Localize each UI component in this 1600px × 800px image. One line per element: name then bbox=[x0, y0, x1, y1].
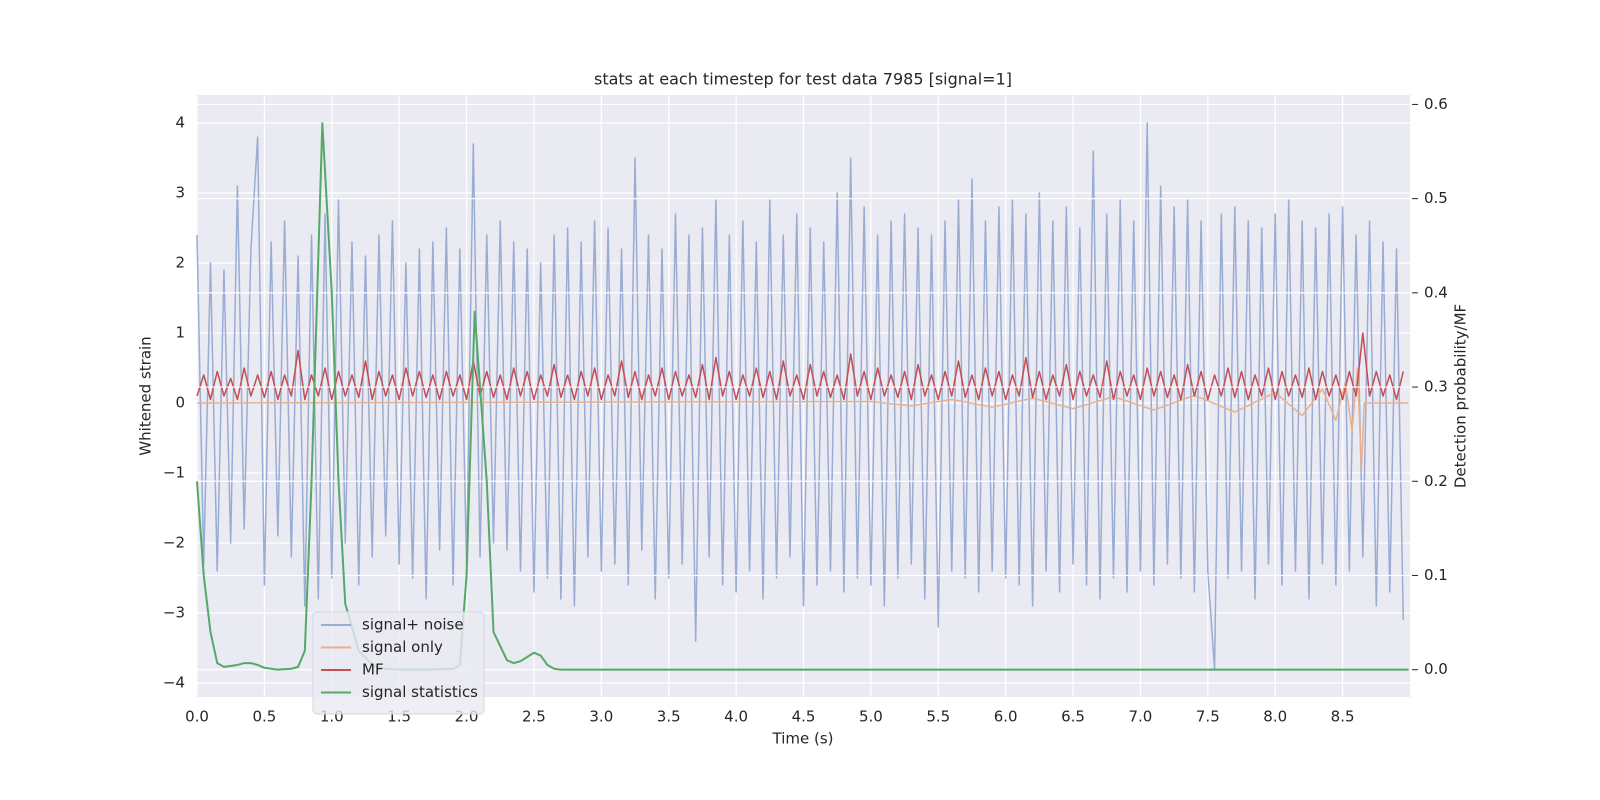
x-tick-label: 7.0 bbox=[1129, 708, 1153, 726]
x-tick-label: 0.0 bbox=[185, 708, 209, 726]
legend-label: signal only bbox=[362, 638, 443, 656]
x-tick-label: 8.5 bbox=[1331, 708, 1355, 726]
x-tick-label: 2.5 bbox=[522, 708, 546, 726]
x-tick-label: 4.5 bbox=[792, 708, 816, 726]
x-tick-label: 5.0 bbox=[859, 708, 883, 726]
y2-axis-label: Detection probability/MF bbox=[1452, 304, 1470, 488]
legend-label: signal statistics bbox=[362, 683, 478, 701]
y-tick-label: −1 bbox=[163, 464, 185, 482]
x-tick-label: 3.5 bbox=[657, 708, 681, 726]
y-tick-label: −2 bbox=[163, 534, 185, 552]
x-tick-label: 6.5 bbox=[1061, 708, 1085, 726]
x-tick-label: 6.0 bbox=[994, 708, 1018, 726]
y-tick-label: 2 bbox=[175, 254, 185, 272]
y2-tick-label: 0.5 bbox=[1424, 189, 1448, 207]
chart-title: stats at each timestep for test data 798… bbox=[594, 70, 1012, 89]
y-tick-label: 0 bbox=[175, 394, 185, 412]
legend-label: signal+ noise bbox=[362, 616, 464, 634]
y2-tick-label: 0.2 bbox=[1424, 472, 1448, 490]
y-tick-label: −3 bbox=[163, 604, 185, 622]
x-tick-label: 7.5 bbox=[1196, 708, 1220, 726]
y-tick-label: 1 bbox=[175, 324, 185, 342]
y-tick-label: 4 bbox=[175, 114, 185, 132]
y2-tick-label: 0.4 bbox=[1424, 283, 1448, 301]
x-tick-label: 5.5 bbox=[926, 708, 950, 726]
x-tick-label: 3.0 bbox=[589, 708, 613, 726]
x-tick-label: 0.5 bbox=[252, 708, 276, 726]
y-tick-label: 3 bbox=[175, 184, 185, 202]
x-tick-label: 4.0 bbox=[724, 708, 748, 726]
x-axis-label: Time (s) bbox=[772, 730, 834, 748]
y-axis-label: Whitened strain bbox=[137, 336, 155, 455]
x-tick-label: 8.0 bbox=[1263, 708, 1287, 726]
legend-label: MF bbox=[362, 661, 384, 679]
y-tick-label: −4 bbox=[163, 674, 185, 692]
legend-box bbox=[312, 611, 485, 715]
series-line bbox=[196, 367, 1409, 471]
y2-tick-label: 0.3 bbox=[1424, 378, 1448, 396]
y2-tick-label: 0.6 bbox=[1424, 95, 1448, 113]
series-line bbox=[196, 122, 1405, 670]
y2-tick-label: 0.1 bbox=[1424, 566, 1448, 584]
y2-tick-label: 0.0 bbox=[1424, 660, 1448, 678]
